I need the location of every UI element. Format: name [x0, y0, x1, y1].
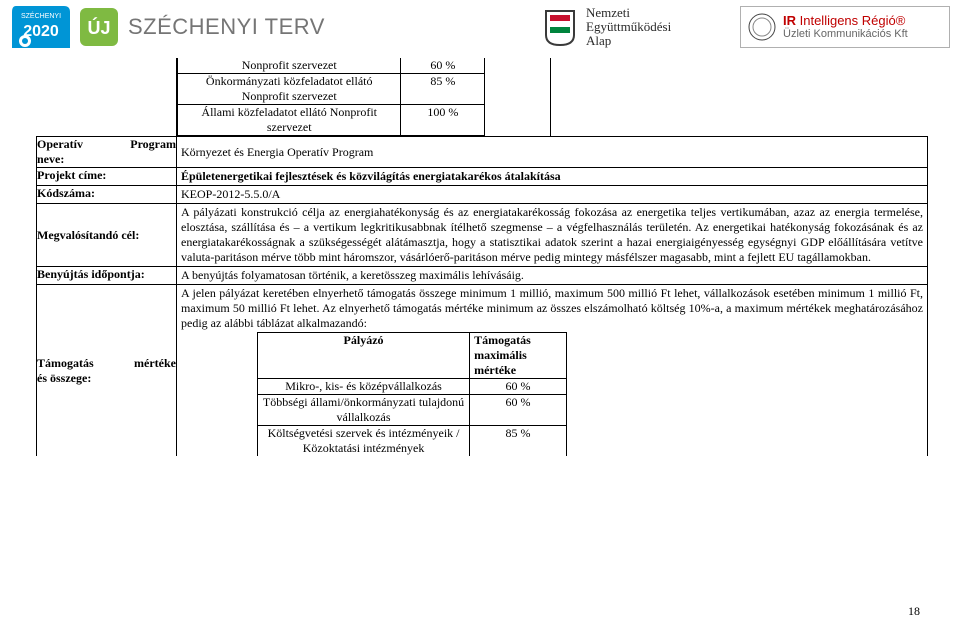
logo-szechenyi-2020: SZÉCHENYI 2020 — [10, 4, 72, 50]
table-row-value: 60 % — [470, 395, 567, 426]
nemzeti-line1: Nemzeti — [586, 6, 671, 20]
table-row-label: Önkormányzati közfeladatot ellátó Nonpro… — [178, 74, 401, 105]
table-row-value: 85 % — [470, 426, 567, 457]
nemzeti-line3: Alap — [586, 34, 671, 48]
code-label: Kódszáma: — [37, 186, 177, 204]
ir-prefix: IR — [783, 13, 796, 28]
logo-nemzeti-egyuttmukodesi-alap: Nemzeti Együttműködési Alap — [542, 6, 732, 48]
table-row-label: Állami közfeladatot ellátó Nonprofit sze… — [178, 105, 401, 136]
support-label: Támogatás mértéke — [37, 356, 176, 371]
logo-ir-kft: IR Intelligens Régió® Üzleti Kommunikáci… — [740, 6, 950, 48]
szechenyi-terv-text: SZÉCHENYI TERV — [128, 14, 325, 40]
support-header-col2: Támogatás maximális mértéke — [470, 333, 567, 379]
submit-label: Benyújtás időpontja: — [37, 267, 177, 285]
goal-value: A pályázati konstrukció célja az energia… — [177, 204, 927, 266]
nemzeti-line2: Együttműködési — [586, 20, 671, 34]
table-row-label: Költségvetési szervek és intézményeik / … — [258, 426, 470, 457]
table-row-label: Nonprofit szervezet — [178, 58, 401, 74]
support-inner-table: Pályázó Támogatás maximális mértéke Mikr… — [257, 332, 567, 456]
ir-top: Intelligens Régió® — [800, 13, 906, 28]
logo-uj-szechenyi-terv: ÚJ SZÉCHENYI TERV — [80, 4, 534, 50]
page-number: 18 — [908, 604, 920, 619]
header-logos: SZÉCHENYI 2020 ÚJ SZÉCHENYI TERV Nemzeti… — [0, 0, 960, 58]
table-row-label: Többségi állami/önkormányzati tulajdonú … — [258, 395, 470, 426]
support-text: A jelen pályázat keretében elnyerhető tá… — [177, 285, 927, 332]
code-value: KEOP-2012-5.5.0/A — [177, 186, 927, 203]
table-row-value: 100 % — [401, 105, 485, 136]
main-table: Nonprofit szervezet 60 % Önkormányzati k… — [36, 58, 928, 456]
submit-value: A benyújtás folyamatosan történik, a ker… — [177, 267, 927, 284]
table-row-value: 85 % — [401, 74, 485, 105]
table-row-value: 60 % — [401, 58, 485, 74]
top-inner-table: Nonprofit szervezet 60 % Önkormányzati k… — [177, 58, 551, 136]
ir-bottom: Üzleti Kommunikációs Kft — [783, 28, 908, 40]
support-header-col1: Pályázó — [258, 333, 470, 379]
document-body: Nonprofit szervezet 60 % Önkormányzati k… — [0, 58, 960, 456]
badge-uj-text: ÚJ — [87, 17, 110, 38]
table-row-label: Mikro-, kis- és középvállalkozás — [258, 379, 470, 395]
goal-label: Megvalósítandó cél: — [37, 204, 177, 267]
project-title-value: Épületenergetikai fejlesztések és közvil… — [177, 168, 927, 185]
op-name-value: Környezet és Energia Operatív Program — [177, 137, 927, 161]
table-row-value: 60 % — [470, 379, 567, 395]
svg-text:SZÉCHENYI: SZÉCHENYI — [21, 11, 61, 20]
project-title-label: Projekt címe: — [37, 168, 177, 186]
op-name-label: Operatív Program — [37, 137, 176, 152]
